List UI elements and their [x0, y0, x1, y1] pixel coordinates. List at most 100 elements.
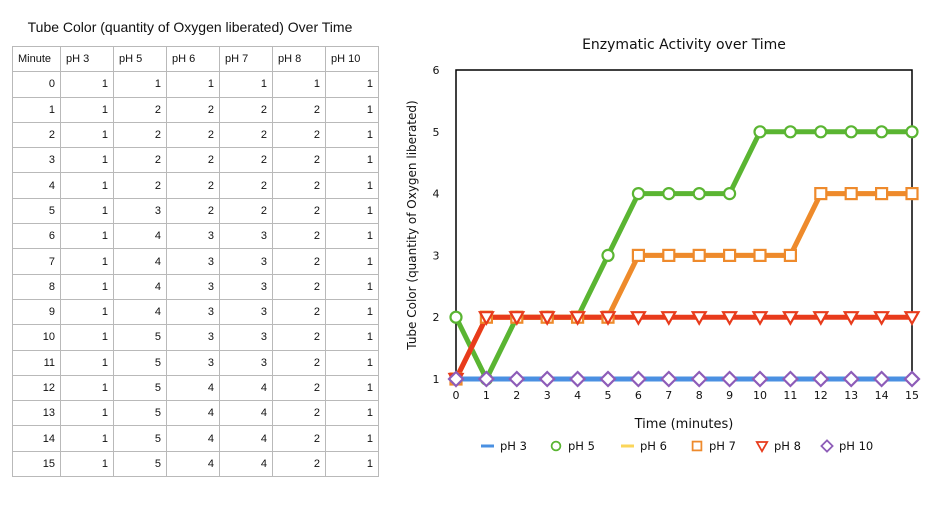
data-point-ph8 [478, 311, 495, 326]
table-cell: 1 [325, 298, 379, 326]
table-cell: 13 [12, 400, 61, 427]
data-point-ph8 [569, 311, 586, 326]
data-point-ph7 [692, 248, 706, 262]
data-point-ph5 [449, 310, 463, 324]
plot-frame [455, 69, 913, 380]
table-cell: 3 [166, 223, 220, 250]
table-cell: 1 [60, 197, 114, 225]
table-cell: 3 [113, 197, 167, 225]
series-line-ph7 [453, 191, 915, 382]
table-row: 14 1 5 4 4 2 1 [12, 425, 379, 452]
table-cell: 3 [166, 298, 220, 326]
table-cell: 2 [272, 273, 326, 300]
table-cell: 1 [325, 425, 379, 452]
table-cell: 5 [113, 400, 167, 427]
x-tick-label: 1 [483, 389, 490, 402]
legend: pH 3 pH 5 pH 6 pH 7 pH 8 pH 10 [481, 439, 873, 453]
legend-swatch-ph8 [755, 441, 769, 453]
table-cell: 7 [12, 248, 61, 275]
column-header: pH 8 [272, 45, 326, 73]
y-tick-label: 1 [433, 373, 440, 386]
data-point-ph7 [631, 248, 645, 262]
table-cell: 4 [113, 273, 167, 300]
y-tick-label: 5 [433, 126, 440, 139]
data-point-ph5 [814, 125, 828, 139]
table-cell: 2 [272, 324, 326, 351]
table-cell: 3 [219, 223, 273, 250]
table-cell: 1 [325, 324, 379, 351]
legend-label: pH 5 [568, 439, 595, 453]
column-header: pH 6 [166, 45, 220, 73]
data-point-ph8 [660, 311, 678, 326]
table-cell: 1 [60, 147, 114, 174]
table-cell: 2 [272, 298, 326, 326]
table-cell: 1 [113, 71, 167, 98]
table-cell: 4 [166, 374, 220, 402]
table-cell: 1 [12, 96, 61, 123]
table-cell: 2 [219, 96, 273, 123]
table-cell: 2 [219, 147, 273, 174]
data-point-ph10 [538, 370, 556, 388]
table-cell: 4 [113, 298, 167, 326]
x-tick-label: 9 [726, 389, 733, 402]
table-cell: 1 [60, 172, 114, 199]
table-cell: 3 [166, 248, 220, 275]
table-cell: 2 [272, 147, 326, 174]
table-cell: 2 [272, 96, 326, 123]
y-tick-label: 4 [433, 188, 440, 201]
x-tick-label: 3 [544, 389, 551, 402]
table-cell: 1 [325, 96, 379, 123]
data-point-ph7 [783, 248, 797, 262]
table-cell: 2 [113, 96, 167, 123]
legend-swatch-ph7 [691, 440, 703, 452]
data-point-ph10 [508, 370, 526, 388]
table-cell: 3 [12, 147, 61, 174]
data-point-ph5 [783, 125, 797, 139]
table-cell: 2 [219, 172, 273, 199]
data-point-ph10 [751, 370, 769, 388]
x-tick-label: 12 [814, 389, 828, 402]
table-cell: 1 [60, 223, 114, 250]
table-cell: 6 [12, 223, 61, 250]
table-cell: 5 [113, 374, 167, 402]
table-cell: 1 [325, 349, 379, 376]
data-point-ph10 [599, 370, 617, 388]
table-cell: 1 [325, 121, 379, 149]
table-cell: 2 [12, 121, 61, 149]
x-tick-label: 2 [513, 389, 520, 402]
table-cell: 1 [60, 121, 114, 149]
table-cell: 1 [60, 425, 114, 452]
data-point-ph5 [753, 125, 767, 139]
data-point-ph8 [630, 311, 647, 326]
table-cell: 1 [60, 273, 114, 300]
table-cell: 1 [60, 71, 114, 98]
table-cell: 2 [272, 223, 326, 250]
table-cell: 5 [113, 450, 167, 478]
series-line-ph6 [453, 191, 915, 382]
data-point-ph10 [477, 370, 495, 388]
table-cell: 1 [60, 324, 114, 351]
x-tick-label: 15 [905, 389, 919, 402]
table-cell: 2 [166, 197, 220, 225]
data-point-ph10 [690, 370, 708, 388]
table-cell: 14 [12, 425, 61, 452]
data-point-ph5 [662, 187, 676, 201]
table-cell: 2 [272, 172, 326, 199]
table-header-row: Minute pH 3 pH 5 pH 6 pH 7 pH 8 pH 10 [12, 45, 379, 73]
data-point-ph10 [873, 370, 891, 388]
column-header: pH 5 [113, 45, 167, 73]
data-point-ph5 [905, 125, 919, 139]
data-point-ph10 [447, 370, 465, 388]
data-point-ph8 [873, 311, 890, 326]
data-point-ph10 [781, 370, 799, 388]
series-lines [453, 129, 915, 382]
table-cell: 8 [12, 273, 61, 300]
data-point-ph5 [631, 187, 645, 201]
data-point-ph8 [599, 311, 617, 326]
table-cell: 4 [219, 400, 273, 427]
x-tick-label: 13 [844, 389, 858, 402]
data-point-ph8 [903, 311, 921, 326]
table-cell: 1 [60, 248, 114, 275]
